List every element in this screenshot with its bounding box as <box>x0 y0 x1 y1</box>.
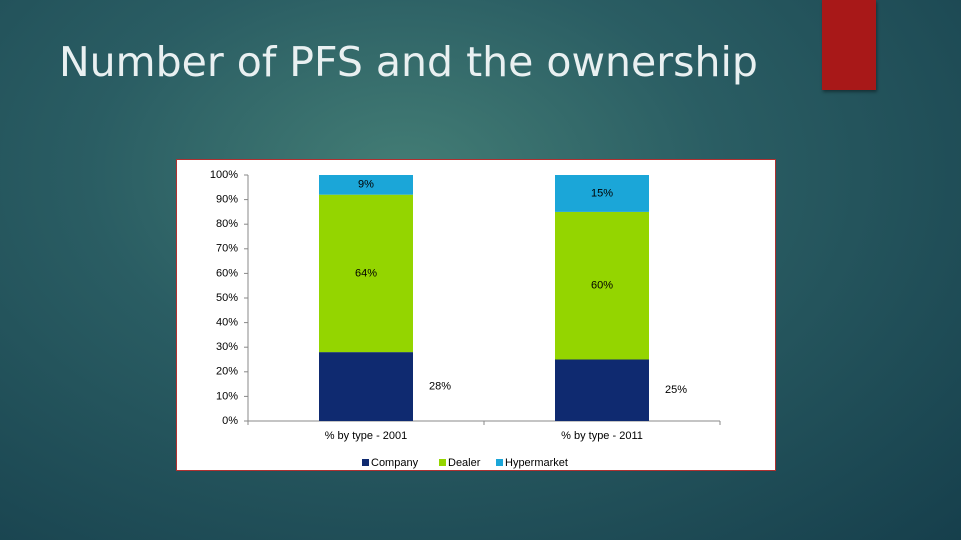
y-tick-label: 60% <box>216 267 238 279</box>
y-tick-label: 10% <box>216 390 238 402</box>
slide-title: Number of PFS and the ownership <box>59 38 758 86</box>
y-tick-label: 90% <box>216 194 238 206</box>
legend-label: Company <box>371 457 419 469</box>
legend-swatch <box>496 459 503 466</box>
bar-segment <box>319 194 413 353</box>
bar-segment <box>555 359 649 421</box>
y-tick-label: 30% <box>216 341 238 353</box>
value-label: 64% <box>355 267 377 279</box>
legend-swatch <box>362 459 369 466</box>
bar-segment <box>555 175 649 212</box>
value-label: 15% <box>591 187 613 199</box>
y-tick-label: 80% <box>216 218 238 230</box>
value-label: 25% <box>665 384 687 396</box>
accent-bar <box>822 0 876 90</box>
y-tick-label: 50% <box>216 292 238 304</box>
x-tick-label: % by type - 2001 <box>325 430 408 442</box>
legend-label: Hypermarket <box>505 457 568 469</box>
y-tick-label: 0% <box>222 415 238 427</box>
y-tick-label: 100% <box>210 169 238 181</box>
bar-segment <box>555 211 649 360</box>
x-tick-label: % by type - 2011 <box>561 430 643 442</box>
chart: 0% 10% 20% 30% 40% 50% 60% 70% 80% 90% 100% % by ty… <box>176 159 776 471</box>
y-tick-label: 70% <box>216 243 238 255</box>
bar-segment <box>319 175 413 195</box>
chart-frame <box>176 159 776 471</box>
value-label: 60% <box>591 280 613 292</box>
legend-label: Dealer <box>448 457 481 469</box>
legend-swatch <box>439 459 446 466</box>
value-label: 28% <box>429 380 451 392</box>
y-tick-label: 20% <box>216 366 238 378</box>
bar-segment <box>319 352 413 421</box>
y-tick-label: 40% <box>216 317 238 329</box>
value-label: 9% <box>358 179 374 191</box>
